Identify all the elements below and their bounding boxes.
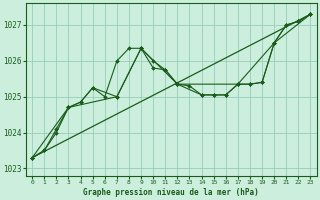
X-axis label: Graphe pression niveau de la mer (hPa): Graphe pression niveau de la mer (hPa) xyxy=(84,188,259,197)
